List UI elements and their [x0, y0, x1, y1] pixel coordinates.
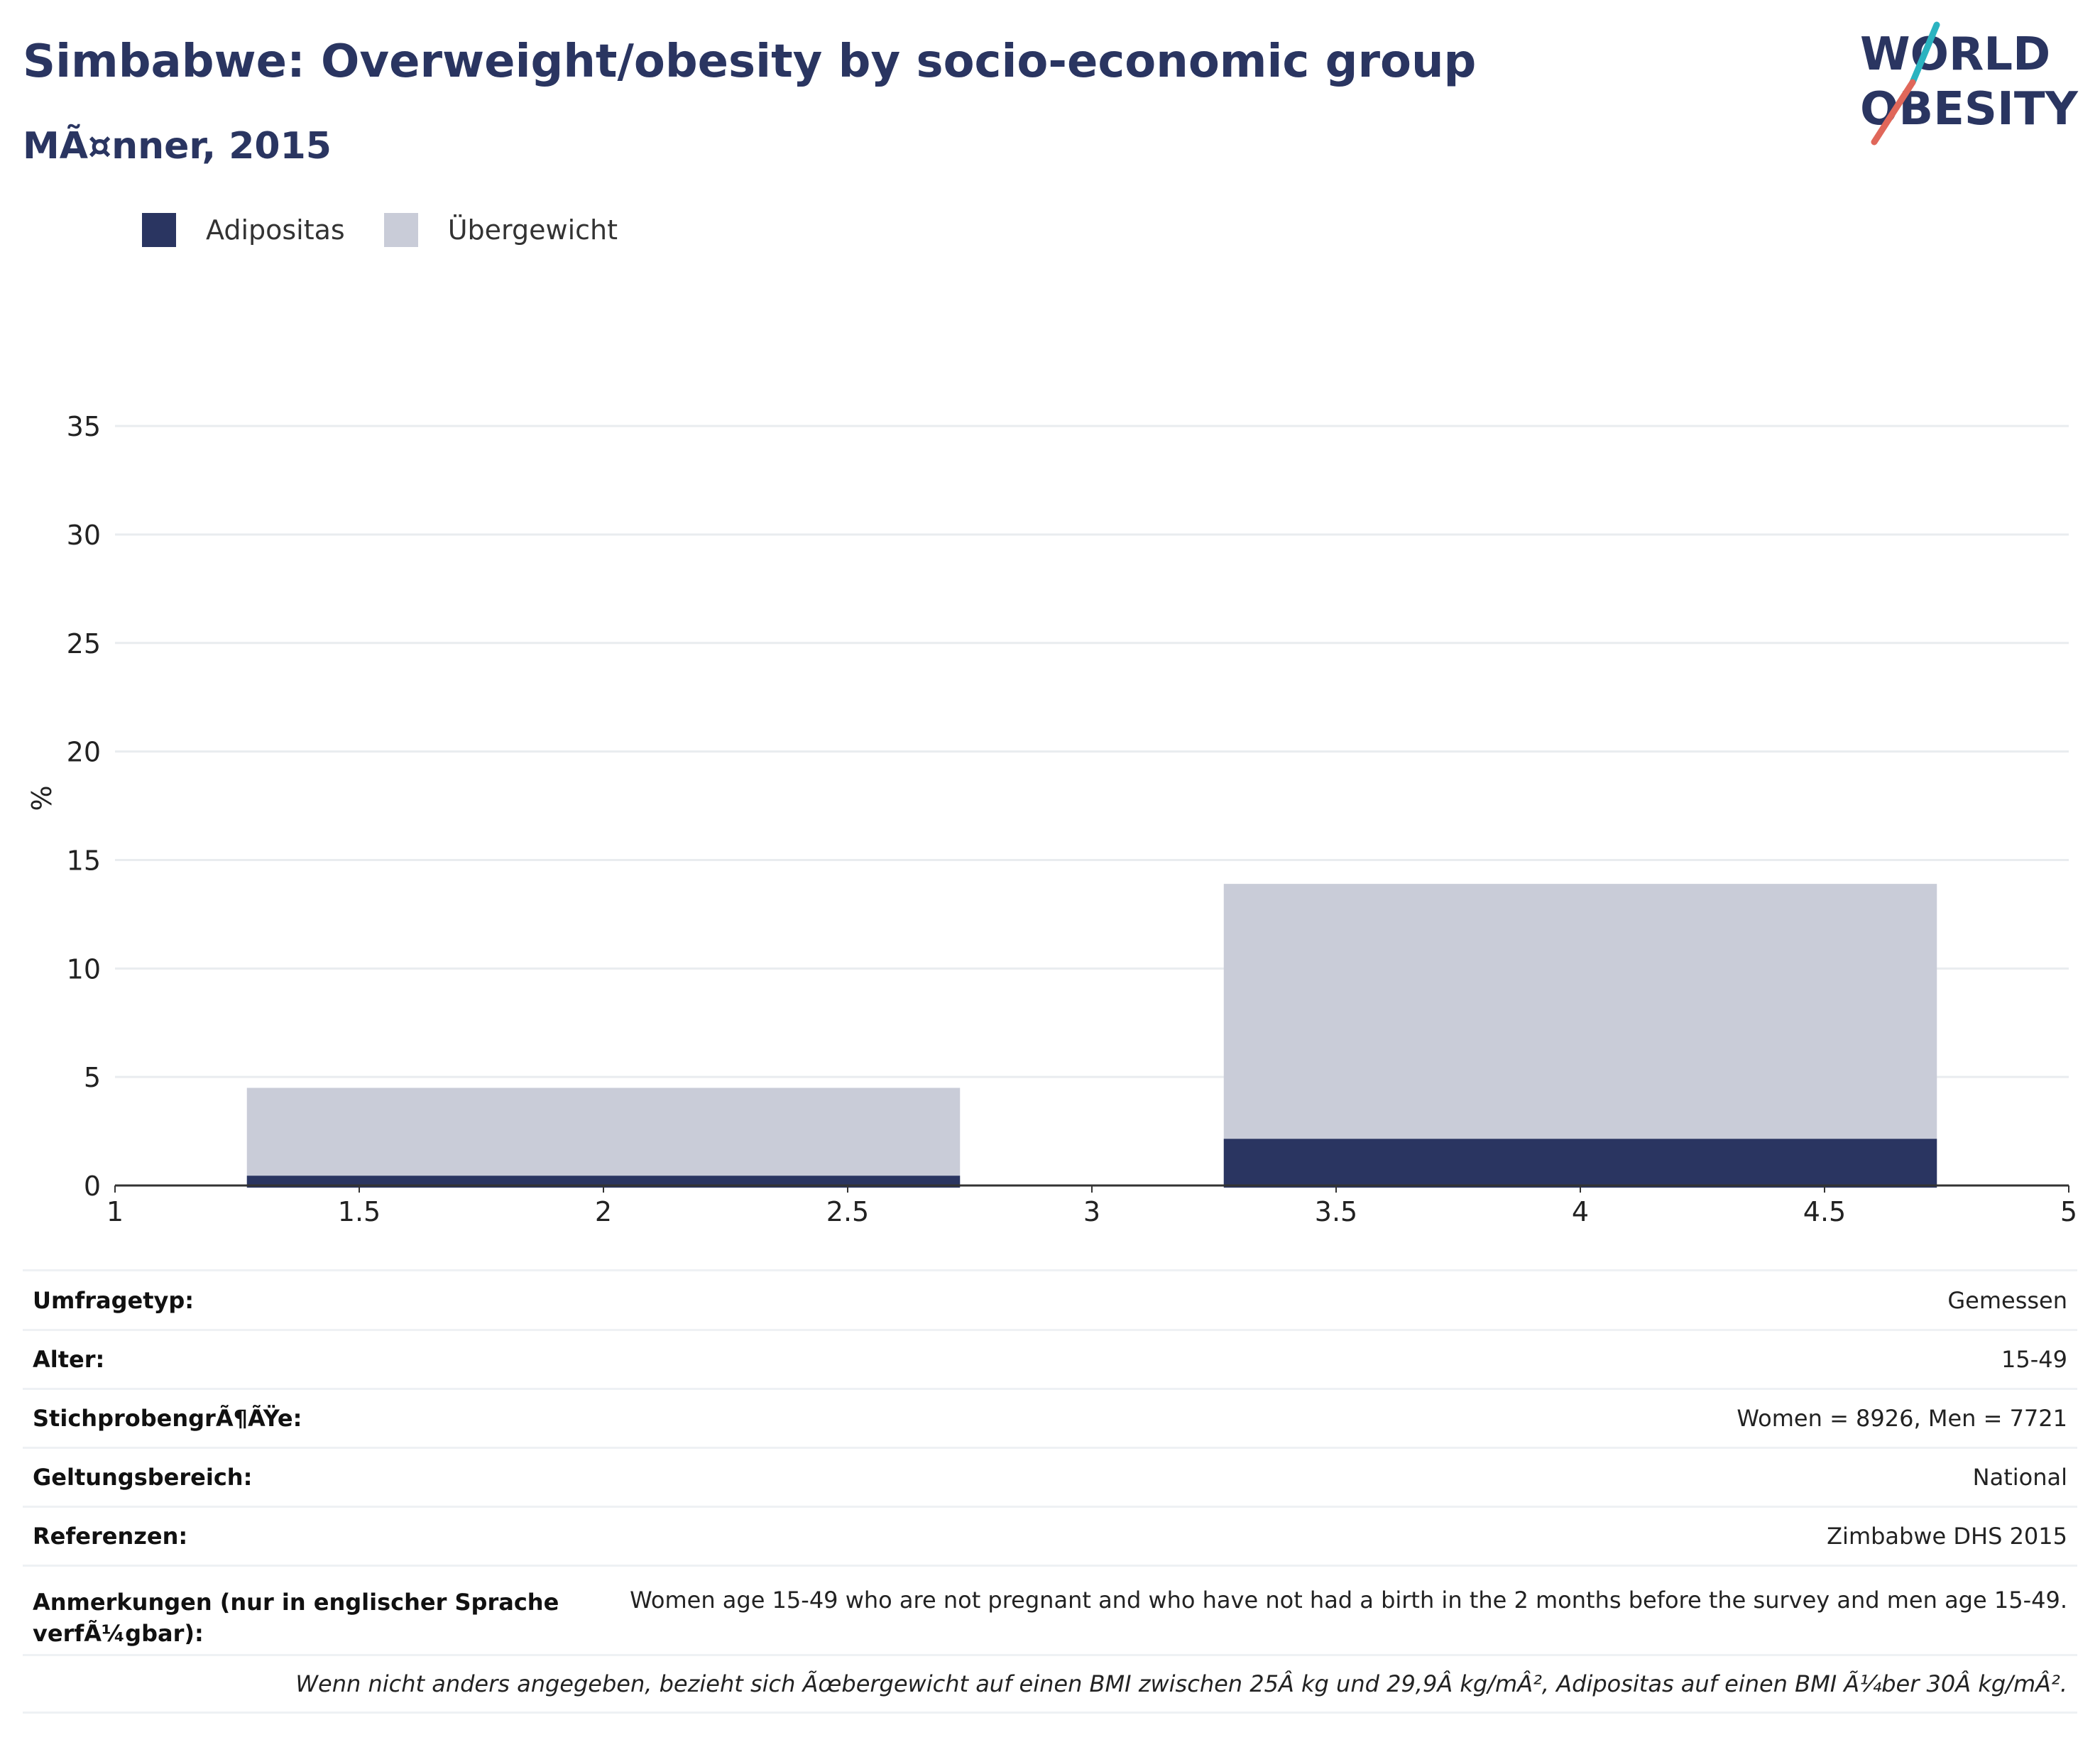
page-subtitle: MÃ¤nner, 2015: [23, 125, 332, 168]
x-tick-label: 4.5: [1803, 1196, 1846, 1227]
page-title: Simbabwe: Overweight/obesity by socio-ec…: [23, 35, 1477, 88]
x-tick-label: 3.5: [1315, 1196, 1357, 1227]
chart-legend: Adipositas Übergewicht: [142, 209, 657, 251]
y-tick-label: 25: [67, 628, 101, 659]
info-value: Gemessen: [1947, 1286, 2067, 1314]
info-key: Referenzen:: [33, 1523, 188, 1550]
logo-word-1: WORLD: [1860, 28, 2050, 81]
info-row-sample-size: StichprobengrÃ¶ÃŸe: Women = 8926, Men = …: [23, 1388, 2077, 1447]
info-value: Women age 15-49 who are not pregnant and…: [630, 1587, 2067, 1614]
y-tick-label: 15: [67, 845, 101, 876]
y-tick-label: 35: [67, 411, 101, 442]
bar-obesity-2: [1223, 1139, 1937, 1188]
y-axis-label: %: [26, 785, 58, 811]
x-tick-label: 2: [595, 1196, 612, 1227]
info-key: Geltungsbereich:: [33, 1464, 253, 1491]
info-key: Umfragetyp:: [33, 1286, 195, 1314]
world-obesity-logo: WORLD OBESITY: [1860, 21, 2078, 146]
info-row-references: Referenzen: Zimbabwe DHS 2015: [23, 1506, 2077, 1565]
y-tick-label: 5: [84, 1062, 101, 1093]
x-tick-label: 2.5: [826, 1196, 869, 1227]
y-tick-label: 30: [67, 520, 101, 551]
info-row-age: Alter: 15-49: [23, 1329, 2077, 1388]
footnote-text: Wenn nicht anders angegeben, bezieht sic…: [295, 1670, 2067, 1697]
logo-slash-teal: [1909, 21, 1940, 86]
x-tick-label: 1.5: [338, 1196, 381, 1227]
info-value: Zimbabwe DHS 2015: [1827, 1523, 2067, 1550]
legend-swatch-obesity: [142, 213, 176, 247]
x-tick-label: 4: [1572, 1196, 1589, 1227]
info-value: Women = 8926, Men = 7721: [1737, 1405, 2067, 1432]
info-row-survey-type: Umfragetyp: Gemessen: [23, 1269, 2077, 1329]
info-row-coverage: Geltungsbereich: National: [23, 1447, 2077, 1506]
info-row-notes: Anmerkungen (nur in englischer Sprache v…: [23, 1565, 2077, 1654]
y-tick-label: 20: [67, 737, 101, 768]
info-key: Anmerkungen (nur in englischer Sprache v…: [33, 1589, 559, 1647]
info-table: Umfragetyp: Gemessen Alter: 15-49 Stichp…: [23, 1269, 2077, 1714]
y-tick-label: 10: [67, 953, 101, 985]
info-key: Alter:: [33, 1346, 105, 1373]
bar-overweight-2: [1223, 884, 1937, 1185]
legend-label-obesity: Adipositas: [206, 214, 345, 246]
legend-swatch-overweight: [383, 213, 418, 247]
legend-item-obesity[interactable]: Adipositas: [142, 213, 345, 247]
info-value: 15-49: [2001, 1346, 2067, 1373]
x-tick-label: 1: [106, 1196, 124, 1227]
footnote: Wenn nicht anders angegeben, bezieht sic…: [23, 1654, 2077, 1714]
info-value: National: [1972, 1464, 2067, 1491]
x-tick-label: 5: [2060, 1196, 2077, 1227]
legend-item-overweight[interactable]: Übergewicht: [383, 213, 618, 247]
bar-overweight-1: [246, 1088, 961, 1185]
legend-label-overweight: Übergewicht: [447, 214, 618, 246]
bar-chart: 0 5 10 15 20 25 30 35% 1 1.5 2 2.5 3 3.5 4 4.5 5: [26, 411, 2077, 1227]
logo-slash-coral: [1871, 79, 1916, 146]
info-key: StichprobengrÃ¶ÃŸe:: [33, 1405, 302, 1432]
y-tick-label: 0: [84, 1171, 101, 1202]
x-tick-label: 3: [1083, 1196, 1100, 1227]
